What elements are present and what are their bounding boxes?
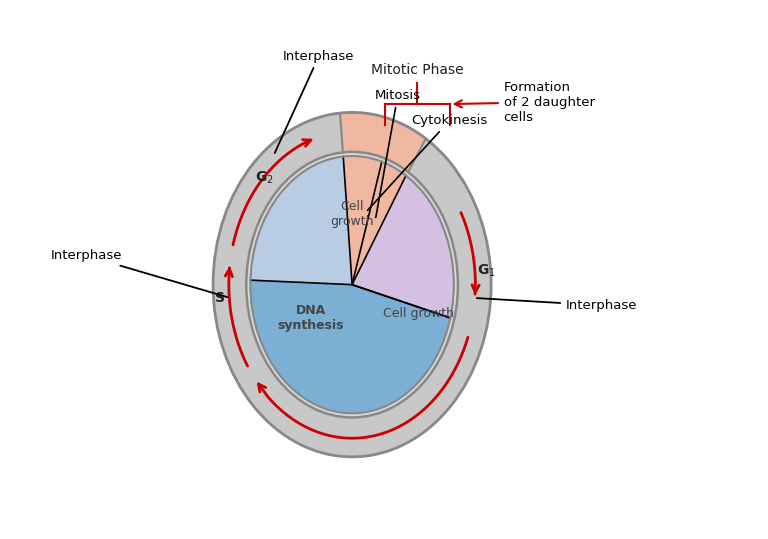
Polygon shape [250,156,352,285]
Text: Cell
growth: Cell growth [330,200,374,228]
Polygon shape [250,280,450,413]
Polygon shape [250,280,450,413]
Polygon shape [352,176,454,318]
Ellipse shape [250,156,454,413]
Ellipse shape [213,113,491,457]
Text: Interphase: Interphase [275,50,355,153]
Text: Formation
of 2 daughter
cells: Formation of 2 daughter cells [455,80,594,123]
Text: Cytokinesis: Cytokinesis [368,114,488,210]
Text: Mitosis: Mitosis [375,89,421,218]
Text: G$_1$: G$_1$ [477,263,496,279]
Text: G$_2$: G$_2$ [255,170,273,186]
Text: DNA
synthesis: DNA synthesis [277,304,344,332]
Ellipse shape [247,152,458,418]
Text: Interphase: Interphase [477,298,637,312]
Text: Interphase: Interphase [50,249,227,297]
Polygon shape [352,176,454,318]
Ellipse shape [247,152,458,418]
Polygon shape [343,156,406,285]
Text: Cell growth: Cell growth [383,307,454,320]
Text: Mitotic Phase: Mitotic Phase [371,63,464,77]
Ellipse shape [250,156,454,413]
Polygon shape [340,113,425,172]
Polygon shape [250,156,352,285]
Text: S: S [215,291,225,305]
Polygon shape [343,156,406,285]
